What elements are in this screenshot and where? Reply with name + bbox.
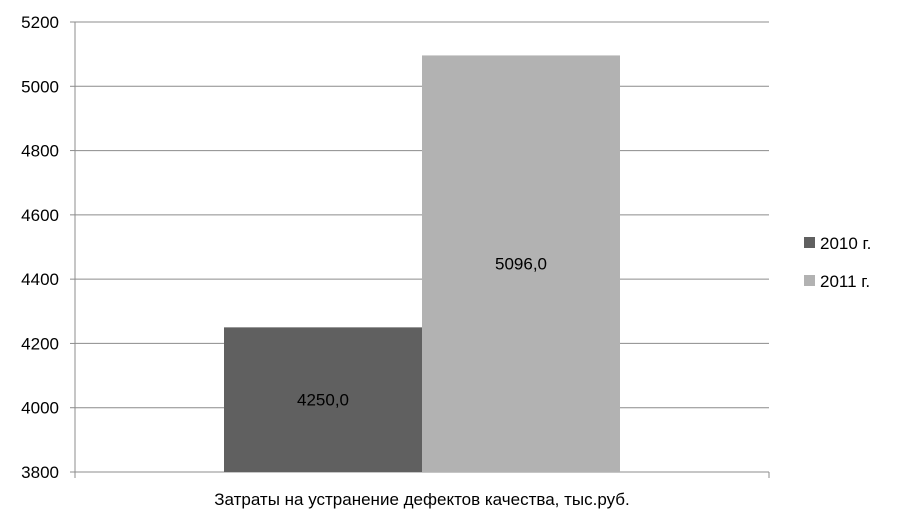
data-label: 4250,0 (297, 391, 349, 410)
y-axis: 3800 4000 4200 4400 4600 4800 5000 5200 (21, 13, 770, 482)
bar-2010 (224, 327, 422, 472)
x-axis-label: Затраты на устранение дефектов качества,… (214, 490, 630, 509)
y-tick-label: 5200 (21, 13, 59, 32)
legend: 2010 г. 2011 г. (804, 234, 871, 291)
legend-swatch (804, 237, 815, 248)
y-tick-label: 4400 (21, 270, 59, 289)
y-tick-label: 4200 (21, 334, 59, 353)
bar-2011 (422, 55, 620, 473)
data-label: 5096,0 (495, 255, 547, 274)
y-tick-label: 4000 (21, 399, 59, 418)
y-tick-label: 5000 (21, 77, 59, 96)
bars: 4250,0 5096,0 (224, 55, 620, 473)
y-tick-label: 4800 (21, 142, 59, 161)
legend-label: 2010 г. (820, 234, 871, 253)
legend-swatch (804, 275, 815, 286)
y-tick-label: 4600 (21, 206, 59, 225)
legend-label: 2011 г. (820, 272, 870, 291)
y-tick-label: 3800 (21, 463, 59, 482)
